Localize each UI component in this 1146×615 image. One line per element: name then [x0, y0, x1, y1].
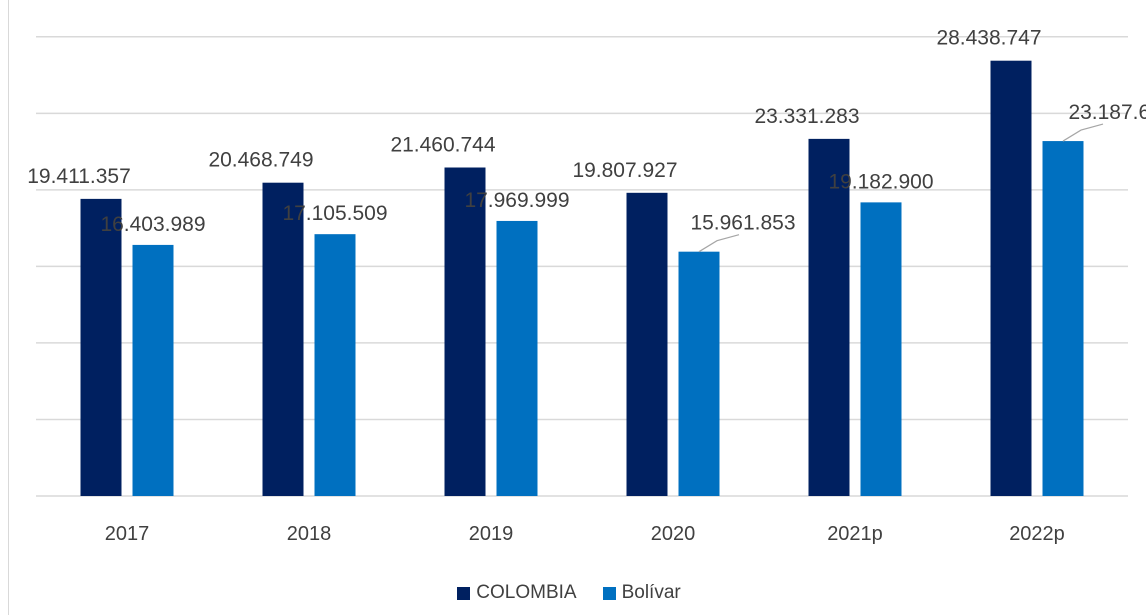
bar-colombia-2019	[444, 167, 486, 496]
x-tick-label-2019: 2019	[469, 523, 514, 545]
bar-bolvar-2019	[496, 220, 538, 496]
legend-label-colombia: COLOMBIA	[476, 582, 577, 603]
legend-swatch-bolivar	[602, 586, 616, 600]
leader-line-2020	[698, 234, 740, 253]
data-label-bolvar-2017: 16.403.989	[100, 213, 205, 236]
bar-bolvar-2018	[314, 234, 356, 496]
x-tick-label-2018: 2018	[287, 523, 332, 545]
bar-bolvar-2017	[132, 244, 174, 496]
data-label-bolvar-2020: 15.961.853	[690, 212, 795, 235]
legend-item-bolivar: Bolívar	[602, 582, 681, 604]
legend-item-colombia: COLOMBIA	[457, 582, 577, 604]
data-label-bolvar-2018: 17.105.509	[282, 202, 387, 225]
legend: COLOMBIA Bolívar	[0, 582, 1142, 604]
legend-swatch-colombia	[457, 586, 471, 600]
bar-colombia-2021p	[808, 138, 850, 496]
data-label-colombia-2019: 21.460.744	[390, 134, 495, 157]
bar-colombia-2022p	[990, 60, 1032, 497]
data-label-colombia-2018: 20.468.749	[208, 149, 313, 172]
bar-bolvar-2020	[678, 251, 720, 496]
data-label-bolvar-2022p: 23.187.663	[1068, 101, 1146, 124]
left-border-line	[8, 0, 9, 615]
leader-line-2022p	[1062, 123, 1104, 142]
data-label-bolvar-2021p: 19.182.900	[828, 170, 933, 193]
data-label-colombia-2021p: 23.331.283	[754, 105, 859, 128]
x-tick-label-2017: 2017	[105, 523, 150, 545]
legend-label-bolivar: Bolívar	[621, 582, 681, 603]
data-label-colombia-2022p: 28.438.747	[936, 27, 1041, 50]
bar-bolvar-2021p	[860, 202, 902, 496]
x-tick-label-2022p: 2022p	[1009, 523, 1065, 545]
bar-colombia-2018	[262, 182, 304, 496]
x-tick-label-2021p: 2021p	[827, 523, 883, 545]
x-tick-label-2020: 2020	[651, 523, 696, 545]
data-label-bolvar-2019: 17.969.999	[464, 189, 569, 212]
data-label-colombia-2017: 19.411.357	[27, 165, 131, 188]
bar-colombia-2020	[626, 192, 668, 496]
bar-bolvar-2022p	[1042, 141, 1084, 497]
bar-colombia-2017	[80, 198, 122, 496]
data-label-colombia-2020: 19.807.927	[572, 159, 677, 182]
